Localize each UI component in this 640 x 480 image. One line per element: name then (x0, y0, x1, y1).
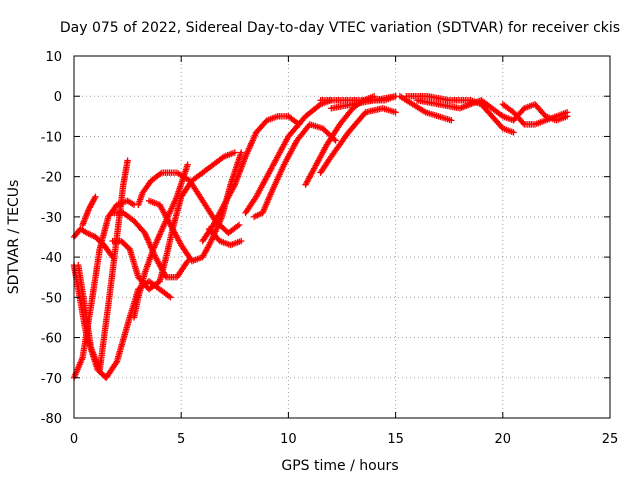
x-tick-label: 0 (70, 432, 78, 447)
plot-frame (73, 55, 611, 419)
y-tick-label: -30 (41, 211, 62, 226)
data-point-marker (184, 161, 191, 168)
x-tick-label: 20 (495, 432, 512, 447)
data-point-marker (167, 294, 174, 301)
data-point-marker (510, 129, 517, 136)
y-tick-label: -50 (41, 291, 62, 306)
data-point-marker (332, 137, 339, 144)
series-sat-i (135, 169, 243, 237)
series-sat-m (199, 113, 303, 245)
series-sat-t (396, 93, 455, 124)
data-point-marker (124, 157, 131, 164)
y-axis: -80 -70 -60 -50 -40 -30 -20 -10 0 10 (41, 50, 610, 427)
data-point-marker (392, 109, 399, 116)
series-sat-e (79, 193, 99, 229)
y-axis-title: SDTVAR / TECUs (6, 180, 22, 295)
y-tick-label: -70 (41, 372, 62, 387)
data-point-marker (238, 149, 245, 156)
x-tick-label: 10 (280, 432, 297, 447)
y-tick-label: -80 (41, 412, 62, 427)
series-sat-w (499, 101, 571, 128)
data-point-marker (231, 149, 238, 156)
data-point-marker (563, 109, 571, 116)
data-point-marker (519, 119, 527, 127)
series-sat-s (328, 93, 399, 112)
y-tick-label: -40 (41, 251, 62, 266)
data-point-marker (109, 253, 116, 261)
data-series (70, 93, 571, 381)
x-axis-title: GPS time / hours (281, 458, 398, 474)
data-point-marker (235, 221, 243, 229)
data-point-marker (448, 117, 455, 124)
series-sat-c (70, 225, 116, 261)
y-tick-label: -10 (41, 130, 62, 145)
series-sat-q (317, 105, 399, 176)
series-sat-h (109, 209, 191, 281)
y-tick-label: -20 (41, 171, 62, 186)
grid-lines (74, 56, 610, 418)
data-point-marker (238, 237, 245, 245)
x-axis: 0 5 10 15 20 25 (70, 56, 618, 447)
series-sat-k (145, 149, 245, 265)
y-tick-label: 10 (45, 50, 62, 65)
y-tick-label: -60 (41, 332, 62, 347)
chart-title: Day 075 of 2022, Sidereal Day-to-day VTE… (60, 20, 620, 36)
data-point-marker (92, 193, 99, 200)
x-tick-label: 15 (387, 432, 404, 447)
x-tick-label: 25 (602, 432, 619, 447)
data-point-marker (112, 359, 120, 367)
x-tick-label: 5 (177, 432, 185, 447)
y-tick-label: 0 (54, 90, 62, 105)
data-point-marker (183, 259, 190, 266)
